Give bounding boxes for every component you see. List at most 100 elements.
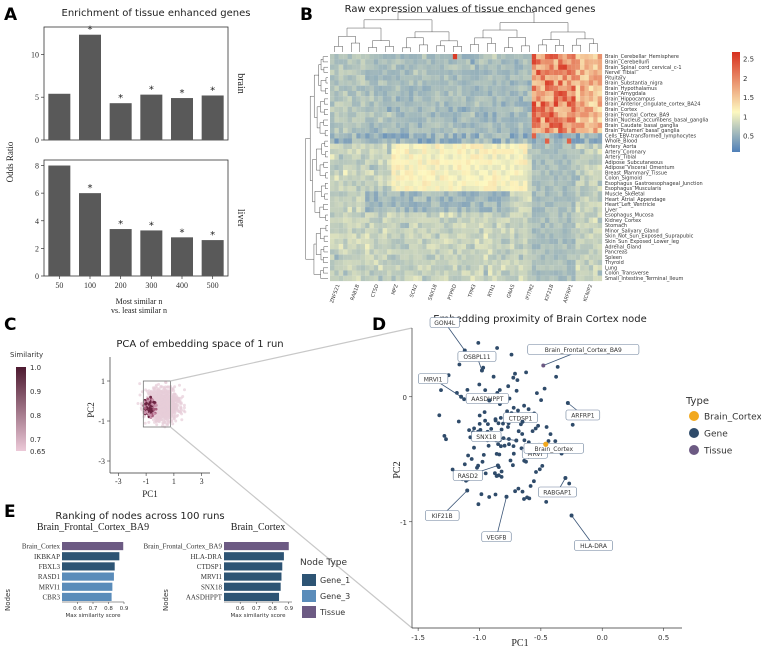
heatmap-cell xyxy=(426,175,432,181)
heatmap-cell xyxy=(382,265,388,271)
heatmap-cell xyxy=(400,122,405,129)
heatmap-cell xyxy=(391,117,396,123)
heatmap-cell xyxy=(360,75,366,81)
heatmap-cell xyxy=(395,138,401,144)
heatmap-cell xyxy=(549,185,554,192)
panel-e-legend-title: Node Type xyxy=(300,558,347,568)
heatmap-cell xyxy=(553,222,559,229)
heatmap-cell xyxy=(501,270,506,276)
heatmap-cell xyxy=(584,106,589,113)
heatmap-cell xyxy=(369,59,374,65)
heatmap-cell xyxy=(553,233,559,239)
heatmap-cell xyxy=(474,143,480,150)
dendrogram-branch xyxy=(318,64,322,86)
heatmap-cell xyxy=(387,180,392,187)
heatmap-cell xyxy=(527,117,532,123)
heatmap-cell xyxy=(492,154,497,160)
heatmap-cell xyxy=(501,222,506,229)
heatmap-cell xyxy=(536,185,541,192)
heatmap-cell xyxy=(575,96,581,102)
heatmap-cell xyxy=(584,127,589,134)
heatmap-cell xyxy=(413,138,418,144)
heatmap-cell xyxy=(334,138,339,144)
heatmap-cell xyxy=(566,196,572,202)
heatmap-cell xyxy=(597,117,603,123)
heatmap-cell xyxy=(365,228,370,234)
heatmap-cell xyxy=(413,228,418,234)
heatmap-cell xyxy=(466,207,471,213)
heatmap-cell xyxy=(474,106,480,113)
heatmap-cell xyxy=(404,170,410,176)
heatmap-cell xyxy=(466,170,471,176)
heatmap-cell xyxy=(360,117,366,123)
heatmap-cell xyxy=(575,222,581,229)
heatmap-cell xyxy=(505,101,510,107)
heatmap-cell xyxy=(558,159,563,165)
dendrogram-branch xyxy=(508,37,526,48)
heatmap-cell xyxy=(369,164,374,171)
heatmap-cell xyxy=(343,233,348,239)
heatmap-cell xyxy=(360,222,366,229)
heatmap-cell xyxy=(387,207,392,213)
heatmap-cell xyxy=(571,212,576,218)
heatmap-cell xyxy=(549,228,554,234)
panel-c-point xyxy=(161,422,165,426)
heatmap-cell xyxy=(558,117,563,123)
heatmap-cell xyxy=(400,90,405,97)
heatmap-cell xyxy=(448,90,453,97)
heatmap-cell xyxy=(593,106,598,113)
heatmap-cell xyxy=(553,191,559,197)
heatmap-cell xyxy=(439,201,445,208)
heatmap-cell xyxy=(575,112,581,118)
heatmap-cell xyxy=(382,180,388,187)
heatmap-cell xyxy=(439,196,445,202)
heatmap-cell xyxy=(330,212,335,218)
heatmap-cell xyxy=(426,259,432,266)
panel-d-point xyxy=(532,479,536,484)
heatmap-cell xyxy=(439,143,445,150)
panel-d-point xyxy=(516,486,521,491)
panel-e-bar-label: RASD1 xyxy=(38,573,61,581)
panel-d-point-labeled xyxy=(520,419,525,424)
heatmap-cell xyxy=(365,127,370,134)
panel-a-xtick-label: 300 xyxy=(145,281,157,290)
heatmap-cell xyxy=(487,85,493,92)
heatmap-cell xyxy=(597,170,603,176)
heatmap-cell xyxy=(566,138,572,144)
heatmap-cell xyxy=(466,175,471,181)
heatmap-cell xyxy=(593,217,598,224)
heatmap-cell xyxy=(505,254,510,260)
heatmap-cell xyxy=(540,238,546,245)
heatmap-cell xyxy=(338,222,344,229)
heatmap-cell xyxy=(518,149,524,155)
heatmap-cell xyxy=(435,112,440,118)
heatmap-cell xyxy=(330,249,335,255)
heatmap-cell xyxy=(553,54,559,60)
heatmap-cell xyxy=(558,270,563,276)
heatmap-cell xyxy=(448,254,453,260)
heatmap-cell xyxy=(439,249,445,255)
heatmap-cell xyxy=(501,85,506,92)
heatmap-cell xyxy=(408,191,414,197)
heatmap-cell xyxy=(470,69,475,76)
heatmap-cell xyxy=(426,222,432,229)
panel-a-facet-frame-brain xyxy=(43,26,229,141)
heatmap-cell xyxy=(435,54,440,60)
heatmap-cell xyxy=(391,275,396,282)
panel-d-point xyxy=(544,425,549,429)
heatmap-cell xyxy=(523,275,528,282)
heatmap-cell xyxy=(391,217,396,224)
panel-d-point xyxy=(534,470,538,474)
heatmap-cell xyxy=(584,217,589,224)
heatmap-cell xyxy=(505,69,510,76)
panel-b-title: Raw expression values of tissue enchance… xyxy=(345,4,596,15)
heatmap-cell xyxy=(426,85,432,92)
panel-c-point xyxy=(165,401,169,405)
heatmap-cell xyxy=(571,69,576,76)
heatmap-cell xyxy=(356,170,361,176)
heatmap-cell xyxy=(365,275,370,282)
heatmap-cell xyxy=(540,207,546,213)
heatmap-cell xyxy=(452,191,458,197)
heatmap-cell xyxy=(435,244,440,250)
heatmap-cell xyxy=(461,185,467,192)
